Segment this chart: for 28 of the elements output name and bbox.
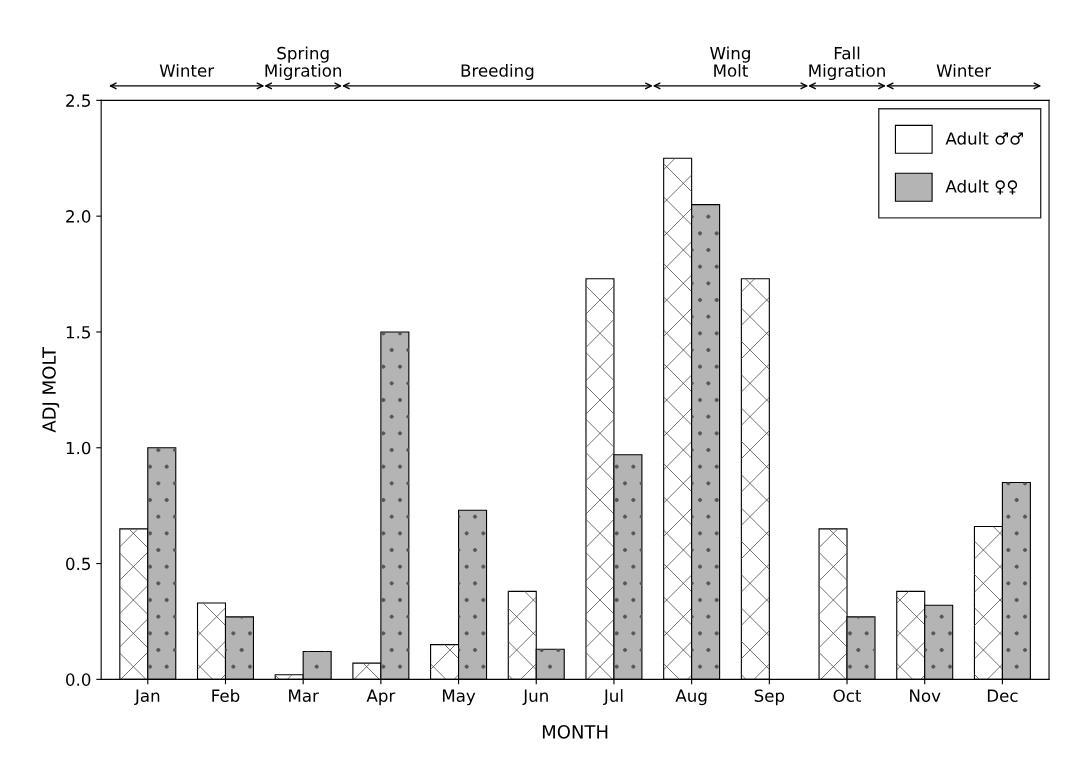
x-tick-label: Aug	[675, 689, 707, 706]
x-tick-label: Dec	[987, 689, 1018, 702]
text: Spring Migration	[265, 46, 342, 81]
y-tick-label: 2.5	[66, 94, 90, 107]
text: Fall Migration	[809, 46, 885, 81]
x-tick-label: Sep	[754, 689, 785, 706]
y-tick-label: 1.5	[66, 326, 90, 339]
legend-label: Adult ♂♂	[945, 131, 1023, 145]
y-tick-label: 2.0	[66, 210, 91, 223]
text: Winter	[159, 63, 215, 77]
y-tick-label: 1.0	[66, 441, 91, 455]
x-tick-label: Jun	[522, 689, 548, 706]
y-axis-title: ADJ MOLT	[42, 346, 60, 433]
x-tick-label: Mar	[289, 689, 319, 702]
text: Wing Molt	[710, 46, 750, 77]
x-tick-label: Jan	[134, 689, 160, 706]
x-tick-label: Apr	[366, 689, 396, 706]
x-tick-label: Jul	[603, 689, 623, 706]
text: Winter	[936, 63, 992, 77]
x-axis-title: MONTH	[542, 724, 608, 739]
x-tick-label: May	[442, 689, 476, 706]
text: Breeding	[461, 63, 534, 81]
y-tick-label: 0.0	[66, 673, 91, 686]
y-tick-label: 0.5	[66, 557, 90, 571]
legend-label: Adult ♀♀	[945, 179, 1018, 195]
x-tick-label: Oct	[833, 689, 862, 702]
x-tick-label: Nov	[910, 689, 941, 702]
x-tick-label: Feb	[212, 689, 240, 702]
